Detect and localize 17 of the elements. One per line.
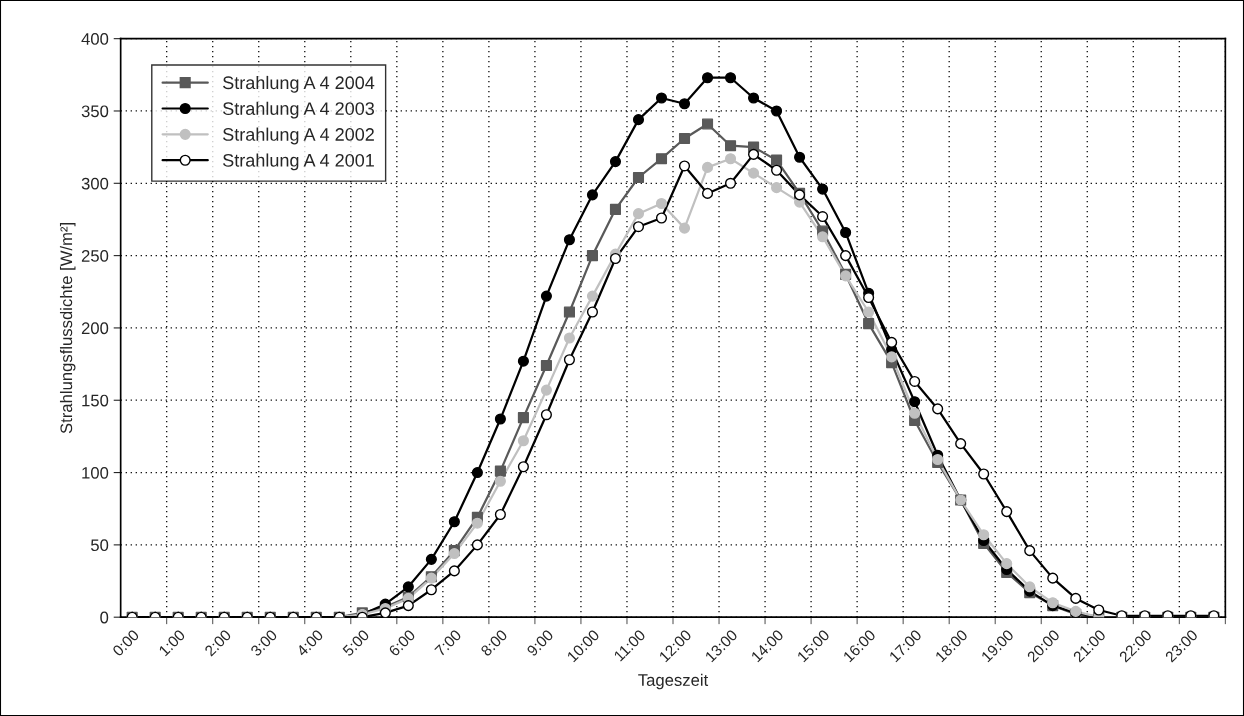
x-tick-label: 7:00 bbox=[434, 629, 462, 657]
y-tick-label: 300 bbox=[81, 177, 109, 190]
legend-label: Strahlung A 4 2004 bbox=[223, 75, 375, 93]
y-tick-label: 200 bbox=[81, 322, 109, 335]
x-tick-label: 4:00 bbox=[295, 629, 324, 658]
y-tick-label: 250 bbox=[81, 250, 109, 262]
legend-label: Strahlung A 4 2001 bbox=[223, 153, 374, 171]
y-tick-label: 350 bbox=[81, 105, 109, 118]
y-tick-label: 400 bbox=[81, 33, 109, 45]
x-axis-title: Tageszeit bbox=[638, 673, 709, 690]
legend-label: Strahlung A 4 2002 bbox=[223, 127, 374, 145]
y-tick-label: 100 bbox=[82, 466, 109, 479]
y-tick-label: 150 bbox=[82, 394, 109, 407]
y-tick-label: 0 bbox=[100, 611, 109, 624]
legend-label: Strahlung A 4 2003 bbox=[223, 101, 375, 119]
y-tick-label: 50 bbox=[90, 539, 109, 552]
y-axis-title: Strahlungsflussdichte [W/m²] bbox=[59, 223, 76, 434]
